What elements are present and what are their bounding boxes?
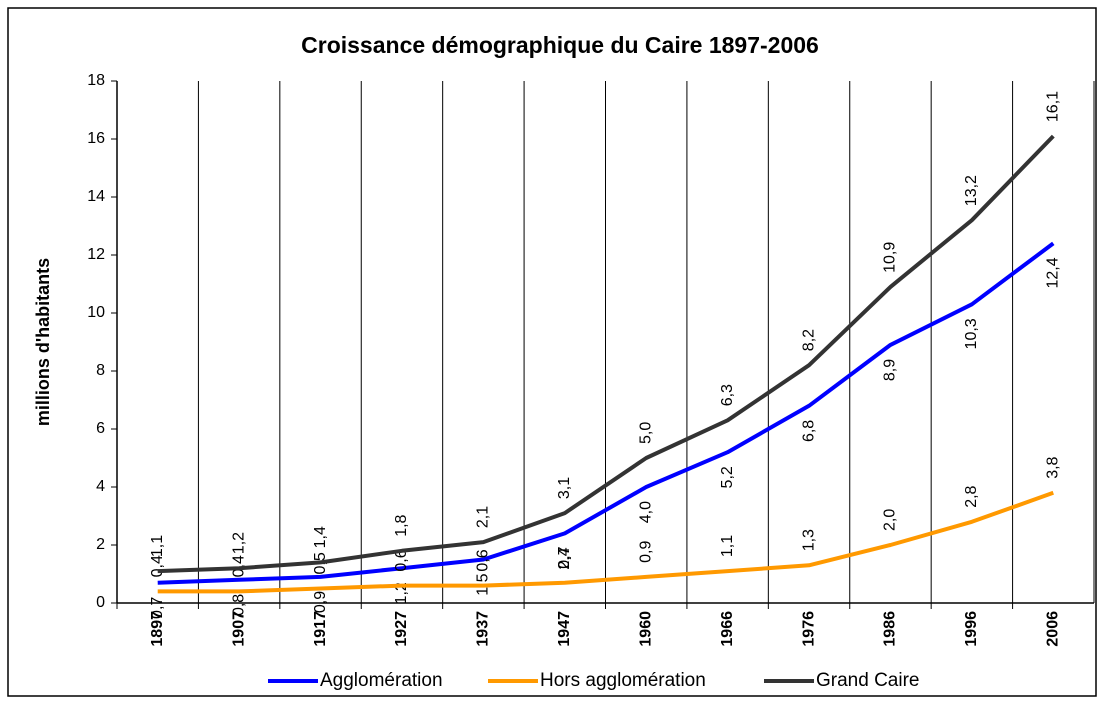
value-label: 2,4 [556,547,573,569]
x-tick-label: 2006 [1045,611,1062,647]
y-axis-label: millions d'habitants [33,258,53,426]
value-label: 3,1 [556,477,573,499]
y-tick-label: 8 [96,362,105,379]
value-label: 0,4 [149,555,166,577]
value-label: 2,8 [963,485,980,507]
y-tick-label: 2 [96,536,105,553]
value-label: 1,3 [800,529,817,551]
series-line [157,490,1054,594]
value-label: 0,6 [475,549,492,571]
x-tick-label: 1917 [312,611,329,647]
y-tick-label: 10 [87,304,105,321]
value-label: 5,2 [719,466,736,488]
value-label: 1,8 [393,514,410,536]
x-tick-label: 1947 [556,611,573,647]
x-tick-label: 1897 [149,611,166,647]
value-label: 1,1 [149,535,166,557]
x-tick-label: 1986 [882,611,899,647]
value-label: 0,9 [312,591,329,613]
value-label: 16,1 [1045,91,1062,122]
value-label: 3,8 [1045,456,1062,478]
value-label: 2,0 [882,509,899,531]
x-tick-label: 1976 [800,611,817,647]
y-tick-label: 6 [96,420,105,437]
value-label: 8,2 [800,329,817,351]
chart-title: Croissance démographique du Caire 1897-2… [301,32,819,58]
value-label: 0,6 [393,549,410,571]
value-label: 4,0 [637,501,654,523]
value-label: 1,4 [312,526,329,548]
x-tick-label: 1996 [963,611,980,647]
value-label: 13,2 [963,175,980,206]
legend-label: Hors agglomération [540,670,706,691]
value-label: 0,8 [230,594,247,616]
series-line [157,241,1055,585]
x-tick-label: 1966 [719,611,736,647]
legend-label: Grand Caire [816,670,920,691]
y-tick-label: 14 [87,188,105,205]
value-label: 12,4 [1045,257,1062,288]
value-label: 8,9 [882,359,899,381]
value-label: 0,7 [556,546,573,568]
x-tick-label: 1907 [230,611,247,647]
y-tick-label: 12 [87,246,105,263]
value-label: 10,9 [882,242,899,273]
value-label: 6,3 [719,384,736,406]
value-label: 5,0 [637,422,654,444]
x-tick-label: 1960 [637,611,654,647]
value-label: 6,8 [800,420,817,442]
x-tick-label: 1937 [475,611,492,647]
x-tick-label: 1927 [393,611,410,647]
value-label: 1,2 [230,532,247,554]
value-label: 10,3 [963,318,980,349]
value-label: 1,1 [719,535,736,557]
y-tick-label: 4 [96,478,105,495]
y-tick-label: 16 [87,130,105,147]
value-label: 2,1 [475,506,492,528]
y-tick-label: 0 [96,594,105,611]
y-tick-label: 18 [87,72,105,89]
series-line [157,134,1055,574]
legend-label: Agglomération [320,670,443,691]
value-label: 0,7 [149,597,166,619]
value-label: 0,9 [637,541,654,563]
